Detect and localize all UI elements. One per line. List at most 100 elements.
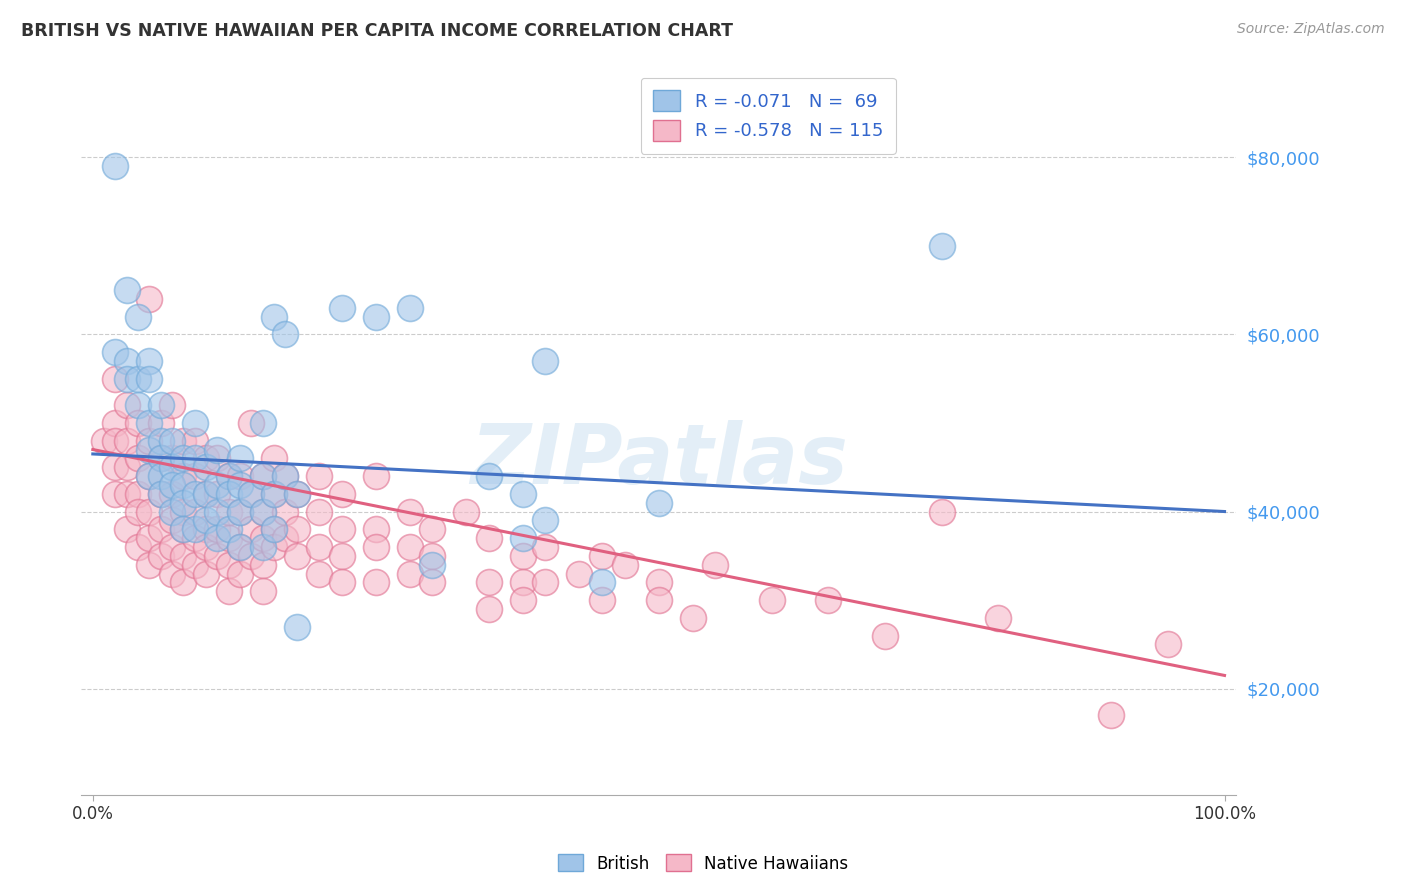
Point [207, 442, 229, 457]
Point [817, 593, 839, 607]
Point [218, 469, 240, 483]
Point [330, 522, 353, 536]
Point [138, 504, 160, 518]
Point [1157, 637, 1180, 651]
Point [252, 416, 274, 430]
Point [330, 549, 353, 563]
Point [115, 522, 138, 536]
Point [364, 522, 387, 536]
Point [229, 478, 252, 492]
Point [104, 416, 127, 430]
Point [138, 469, 160, 483]
Point [761, 593, 783, 607]
Point [218, 558, 240, 572]
Point [534, 540, 557, 554]
Point [240, 416, 263, 430]
Point [274, 469, 297, 483]
Point [478, 469, 501, 483]
Text: BRITISH VS NATIVE HAWAIIAN PER CAPITA INCOME CORRELATION CHART: BRITISH VS NATIVE HAWAIIAN PER CAPITA IN… [21, 22, 733, 40]
Point [263, 522, 285, 536]
Point [263, 522, 285, 536]
Point [512, 575, 534, 590]
Point [218, 531, 240, 545]
Point [183, 451, 205, 466]
Point [172, 575, 194, 590]
Point [149, 416, 172, 430]
Point [274, 504, 297, 518]
Point [364, 540, 387, 554]
Point [183, 487, 205, 501]
Point [138, 354, 160, 368]
Point [160, 451, 183, 466]
Point [183, 558, 205, 572]
Point [456, 504, 478, 518]
Point [420, 558, 443, 572]
Point [207, 549, 229, 563]
Point [115, 283, 138, 297]
Point [252, 531, 274, 545]
Point [127, 487, 149, 501]
Point [252, 469, 274, 483]
Point [138, 442, 160, 457]
Point [138, 416, 160, 430]
Point [591, 593, 613, 607]
Point [987, 611, 1010, 625]
Point [218, 584, 240, 599]
Point [104, 345, 127, 359]
Point [240, 487, 263, 501]
Point [398, 504, 420, 518]
Point [104, 460, 127, 475]
Point [172, 434, 194, 448]
Point [308, 540, 330, 554]
Point [149, 549, 172, 563]
Point [229, 504, 252, 518]
Point [127, 504, 149, 518]
Point [330, 575, 353, 590]
Point [172, 496, 194, 510]
Point [138, 469, 160, 483]
Point [195, 451, 218, 466]
Point [115, 460, 138, 475]
Point [127, 398, 149, 412]
Point [149, 487, 172, 501]
Point [195, 513, 218, 527]
Point [478, 531, 501, 545]
Point [160, 566, 183, 581]
Point [512, 487, 534, 501]
Point [195, 487, 218, 501]
Point [172, 522, 194, 536]
Point [263, 540, 285, 554]
Point [172, 451, 194, 466]
Point [647, 575, 669, 590]
Point [534, 513, 557, 527]
Point [115, 371, 138, 385]
Legend: R = -0.071   N =  69, R = -0.578   N = 115: R = -0.071 N = 69, R = -0.578 N = 115 [641, 78, 896, 153]
Point [207, 522, 229, 536]
Point [207, 487, 229, 501]
Point [308, 504, 330, 518]
Point [682, 611, 704, 625]
Point [195, 487, 218, 501]
Point [398, 301, 420, 315]
Point [398, 540, 420, 554]
Point [263, 487, 285, 501]
Point [138, 371, 160, 385]
Point [207, 504, 229, 518]
Point [195, 540, 218, 554]
Point [229, 504, 252, 518]
Point [160, 398, 183, 412]
Point [183, 416, 205, 430]
Point [229, 540, 252, 554]
Point [420, 549, 443, 563]
Point [364, 575, 387, 590]
Point [568, 566, 591, 581]
Point [263, 487, 285, 501]
Point [127, 416, 149, 430]
Point [127, 310, 149, 324]
Point [240, 487, 263, 501]
Point [93, 434, 115, 448]
Point [149, 434, 172, 448]
Point [115, 398, 138, 412]
Legend: British, Native Hawaiians: British, Native Hawaiians [551, 847, 855, 880]
Point [104, 434, 127, 448]
